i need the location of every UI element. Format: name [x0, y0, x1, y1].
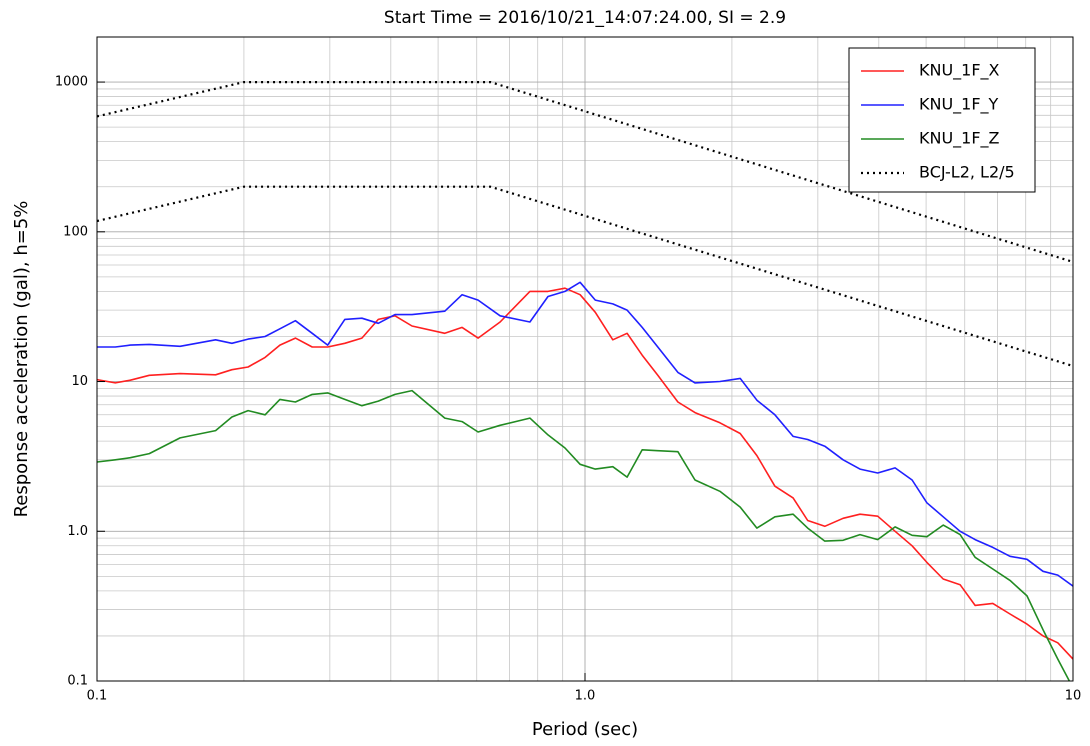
series-line [97, 81, 1073, 263]
legend-label: KNU_1F_Y [919, 95, 999, 115]
plot-area [97, 81, 1073, 681]
y-axis-label: Response acceleration (gal), h=5% [11, 201, 32, 518]
y-tick-label: 10 [71, 374, 88, 389]
x-tick-label: 1.0 [575, 689, 596, 704]
y-tick-label: 0.1 [67, 674, 88, 689]
series-line [97, 287, 1073, 660]
chart-title: Start Time = 2016/10/21_14:07:24.00, SI … [384, 8, 786, 28]
legend-label: BCJ-L2, L2/5 [919, 163, 1015, 182]
y-tick-label: 1.0 [67, 524, 88, 539]
x-axis-label: Period (sec) [532, 719, 638, 740]
legend-label: KNU_1F_Z [919, 129, 1000, 149]
x-tick-label: 0.1 [87, 689, 108, 704]
legend: KNU_1F_X KNU_1F_Y KNU_1F_Z BCJ-L2, L2/5 [848, 47, 1036, 193]
legend-label: KNU_1F_X [919, 61, 1000, 81]
legend-box [848, 47, 1036, 193]
y-tick-label: 1000 [55, 75, 88, 90]
series-line [97, 389, 1071, 681]
series-line [97, 281, 1073, 587]
x-tick-label: 10 [1065, 689, 1082, 704]
y-tick-label: 100 [63, 224, 88, 239]
series-line [97, 185, 1073, 368]
